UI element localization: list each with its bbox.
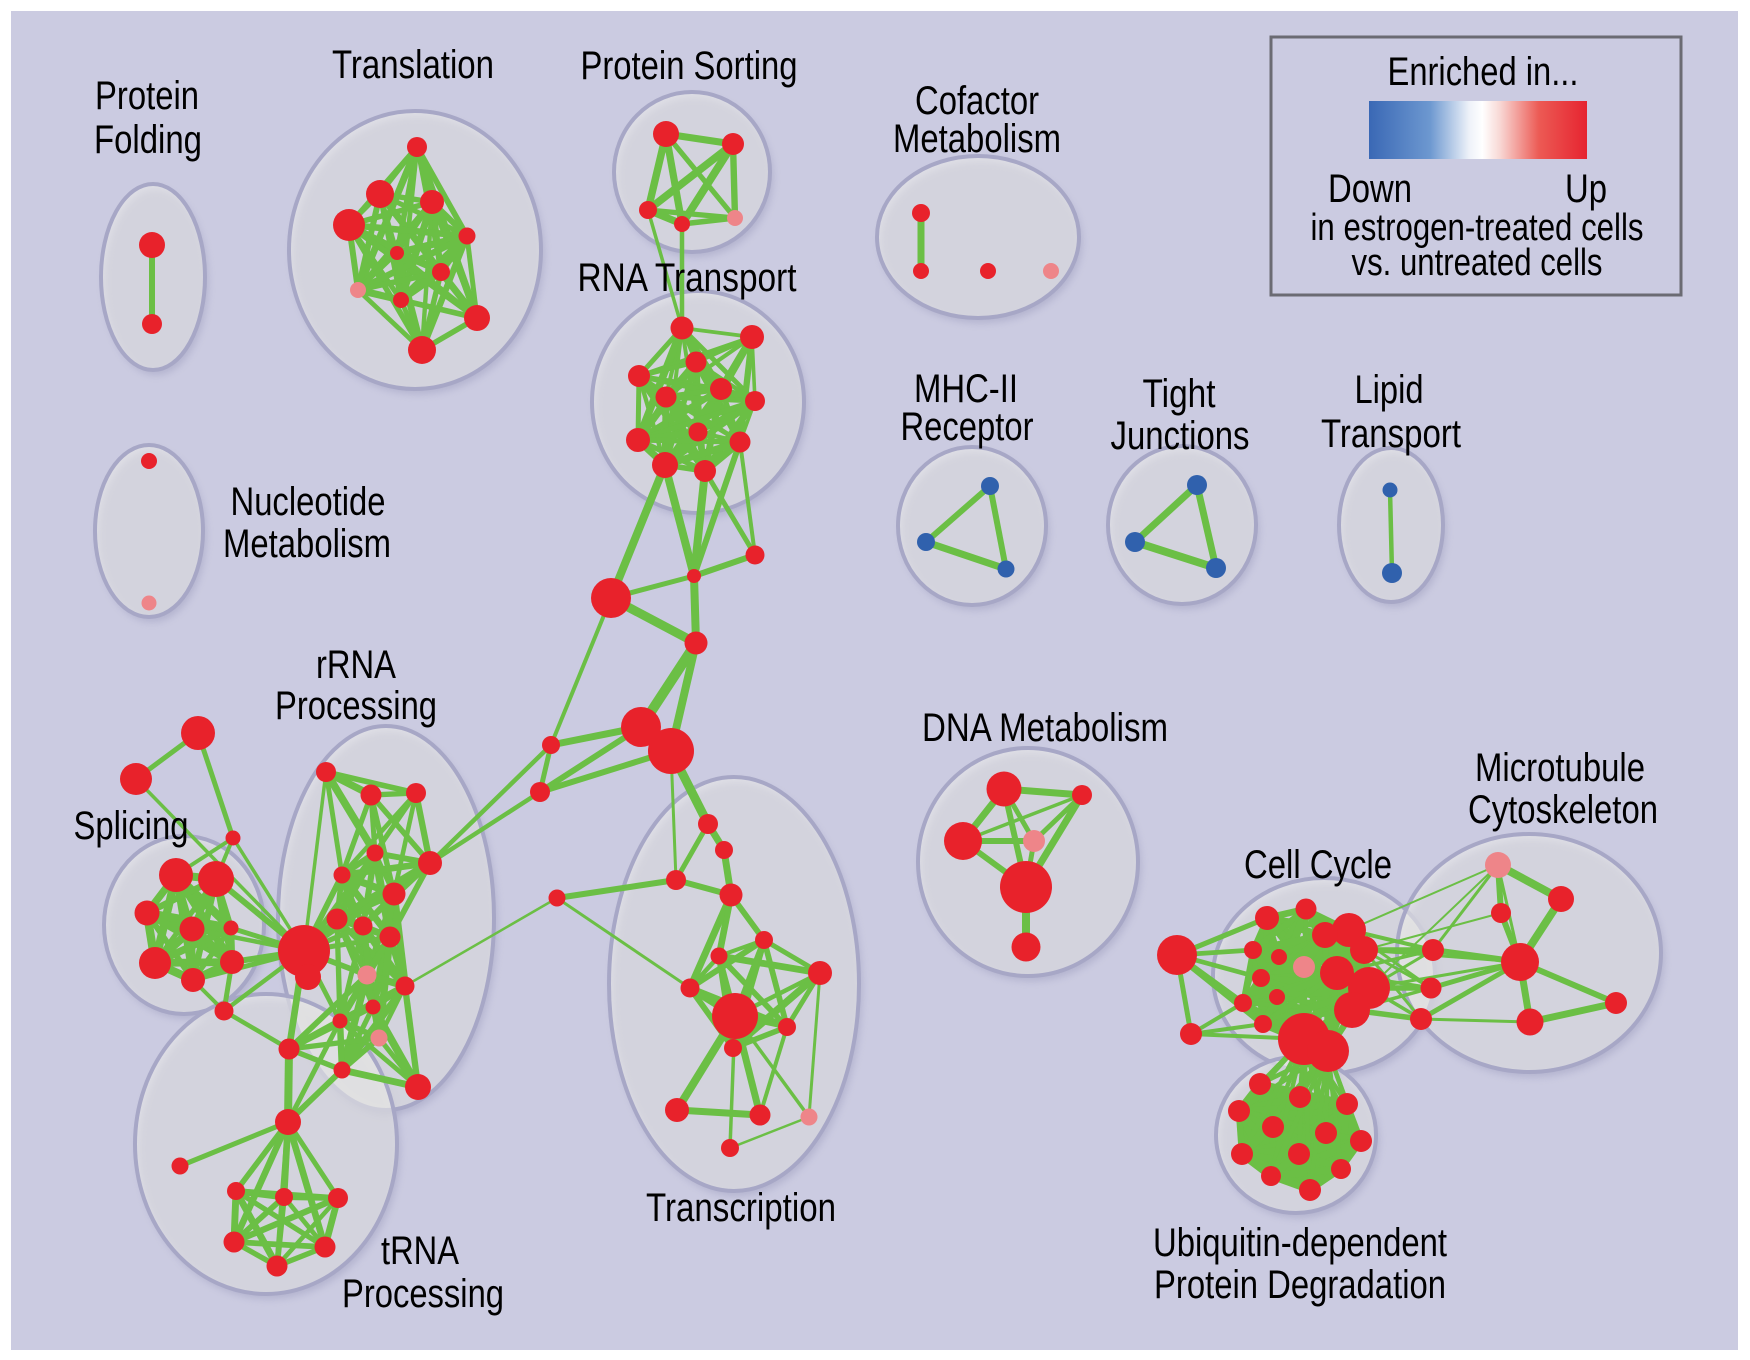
svg-text:in estrogen-treated cells: in estrogen-treated cells <box>1311 207 1644 249</box>
svg-text:DNA Metabolism: DNA Metabolism <box>922 706 1168 750</box>
svg-text:Processing: Processing <box>275 684 437 728</box>
svg-text:Enriched in...: Enriched in... <box>1388 50 1579 94</box>
svg-text:tRNA: tRNA <box>381 1229 459 1273</box>
svg-text:rRNA: rRNA <box>316 643 396 687</box>
svg-text:Processing: Processing <box>342 1272 504 1316</box>
svg-text:Splicing: Splicing <box>74 804 189 848</box>
svg-text:Up: Up <box>1565 167 1607 211</box>
svg-text:vs. untreated cells: vs. untreated cells <box>1352 242 1603 284</box>
svg-text:Ubiquitin-dependent: Ubiquitin-dependent <box>1153 1221 1447 1265</box>
svg-text:Protein: Protein <box>95 74 199 118</box>
svg-text:Cofactor: Cofactor <box>915 79 1039 123</box>
svg-text:Receptor: Receptor <box>901 405 1034 449</box>
svg-text:RNA Transport: RNA Transport <box>578 256 797 300</box>
svg-text:Transcription: Transcription <box>646 1186 836 1230</box>
svg-text:MHC-II: MHC-II <box>914 367 1018 411</box>
svg-text:Translation: Translation <box>332 43 494 87</box>
svg-text:Microtubule: Microtubule <box>1475 746 1645 790</box>
svg-text:Metabolism: Metabolism <box>893 117 1061 161</box>
svg-text:Lipid: Lipid <box>1355 368 1424 412</box>
svg-text:Cytoskeleton: Cytoskeleton <box>1468 788 1658 832</box>
svg-text:Junctions: Junctions <box>1111 414 1250 458</box>
svg-text:Metabolism: Metabolism <box>223 522 391 566</box>
svg-text:Cell Cycle: Cell Cycle <box>1244 843 1392 887</box>
svg-text:Protein Degradation: Protein Degradation <box>1154 1263 1446 1307</box>
svg-text:Tight: Tight <box>1143 372 1216 416</box>
svg-text:Protein Sorting: Protein Sorting <box>581 44 798 88</box>
svg-text:Down: Down <box>1328 167 1412 211</box>
svg-text:Nucleotide: Nucleotide <box>231 480 386 524</box>
svg-text:Transport: Transport <box>1321 412 1461 456</box>
svg-text:Folding: Folding <box>94 118 202 162</box>
